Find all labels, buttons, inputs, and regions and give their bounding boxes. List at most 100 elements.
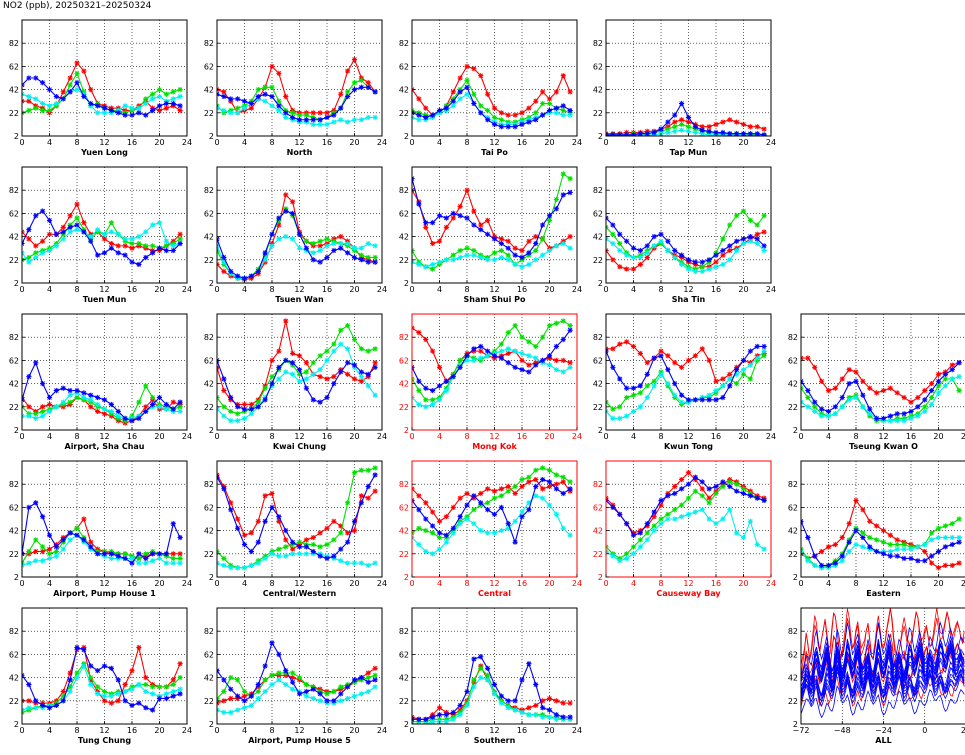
data-point-red [491, 488, 498, 494]
data-point-red [457, 495, 463, 501]
series-line-red [412, 65, 571, 116]
data-point-green [345, 500, 351, 506]
data-point-blue [296, 117, 303, 123]
data-point-green [60, 693, 66, 699]
x-tick-label: 4 [631, 432, 636, 441]
data-point-green [624, 551, 630, 557]
data-point-cyan [553, 243, 559, 249]
data-point-blue [505, 245, 511, 251]
data-point-red [526, 362, 532, 368]
x-tick-label: 16 [517, 285, 527, 294]
data-point-cyan [81, 663, 87, 669]
chart-title: Airport, Pump House 1 [53, 589, 156, 598]
chart-title: Sha Tin [672, 295, 706, 304]
data-point-red [761, 126, 767, 132]
data-point-blue [150, 107, 156, 114]
data-point-red [567, 360, 573, 366]
data-point-red [672, 483, 678, 490]
data-point-green [546, 100, 553, 107]
x-tick-label: 12 [99, 138, 109, 147]
y-tick-label: 82 [399, 333, 409, 342]
x-tick-label: 4 [242, 726, 247, 735]
data-point-cyan [310, 250, 316, 256]
y-tick-label: 2 [209, 426, 214, 435]
data-point-cyan [727, 507, 733, 513]
data-point-red [430, 240, 436, 247]
data-point-green [727, 479, 733, 485]
y-tick-label: 22 [593, 550, 603, 559]
data-point-blue [235, 693, 241, 699]
x-tick-label: 0 [603, 285, 608, 294]
x-tick-label: 20 [544, 285, 554, 294]
data-point-green [122, 551, 128, 557]
x-tick-label: 16 [322, 432, 332, 441]
data-point-cyan [464, 357, 470, 363]
series-line-red [801, 357, 960, 403]
data-point-green [540, 334, 546, 340]
data-point-blue [727, 131, 733, 136]
data-point-green [540, 236, 546, 242]
x-tick-label: 8 [658, 432, 663, 441]
series-line-red [606, 341, 765, 382]
data-point-green [324, 236, 330, 242]
data-point-blue [819, 562, 825, 568]
y-tick-label: 62 [788, 650, 798, 659]
series-line-cyan [217, 343, 376, 422]
y-tick-label: 22 [204, 256, 214, 265]
series-line-blue [801, 620, 965, 677]
data-point-red [450, 504, 456, 510]
x-tick-label: 0 [214, 726, 219, 735]
x-tick-label: 0 [603, 579, 608, 588]
data-point-blue [617, 511, 623, 517]
data-point-blue [874, 548, 880, 555]
x-tick-label: 12 [294, 432, 304, 441]
data-point-green [505, 252, 511, 258]
data-point-red [505, 350, 511, 357]
data-point-blue [567, 327, 573, 333]
data-point-green [26, 548, 32, 555]
data-point-cyan [560, 525, 566, 531]
data-point-blue [443, 712, 449, 718]
data-point-blue [46, 394, 53, 401]
y-tick-label: 42 [204, 233, 214, 242]
data-point-blue [423, 114, 429, 121]
data-point-cyan [692, 268, 698, 274]
data-point-blue [567, 107, 573, 114]
data-point-blue [365, 483, 371, 490]
y-tick-label: 42 [399, 674, 409, 683]
data-point-blue [567, 189, 573, 196]
y-tick-label: 42 [9, 233, 19, 242]
data-point-blue [546, 213, 553, 219]
data-point-red [540, 698, 546, 704]
data-point-green [262, 677, 268, 683]
data-point-red [67, 213, 73, 219]
data-point-green [365, 675, 371, 681]
x-tick-label: 24 [182, 726, 192, 735]
data-point-blue [221, 677, 227, 683]
data-point-red [617, 264, 623, 270]
x-tick-label: 0 [409, 432, 414, 441]
data-point-blue [338, 105, 344, 111]
y-tick-label: 62 [593, 356, 603, 365]
data-point-green [156, 684, 163, 690]
data-point-blue [706, 486, 712, 492]
data-point-blue [819, 406, 825, 412]
data-point-green [553, 472, 559, 478]
data-point-blue [754, 495, 760, 501]
x-tick-label: 16 [127, 138, 137, 147]
data-point-blue [617, 231, 623, 237]
data-point-blue [922, 558, 928, 564]
data-point-cyan [351, 117, 358, 123]
x-tick-label: 8 [464, 579, 469, 588]
data-point-cyan [33, 705, 39, 711]
data-point-blue [485, 665, 491, 671]
data-point-red [170, 399, 176, 405]
data-point-blue [526, 250, 532, 256]
data-point-red [101, 411, 108, 417]
x-tick-label: 4 [47, 138, 52, 147]
data-point-green [922, 404, 928, 410]
data-point-blue [108, 665, 114, 671]
data-point-red [956, 560, 962, 566]
data-point-blue [228, 268, 234, 274]
data-point-cyan [372, 392, 378, 398]
